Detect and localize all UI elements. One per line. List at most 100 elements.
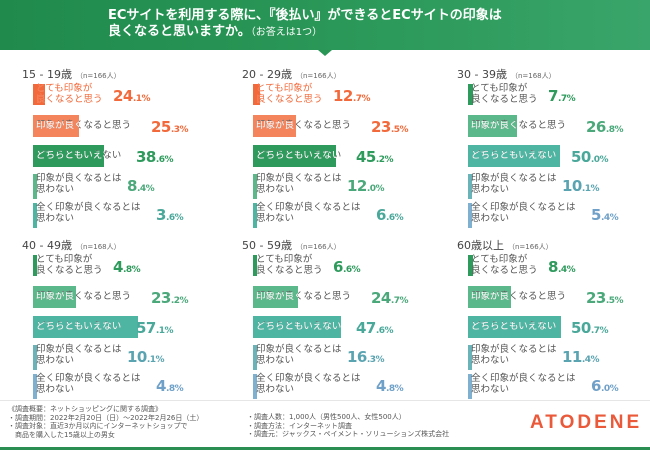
bar-row: 印象が良くなるとは 思わない 11.4% <box>468 344 650 370</box>
bar-label: 全く印象が良くなるとは 思わない <box>471 202 576 224</box>
bar-label-overlay: 印象が良くなると思う <box>256 292 298 302</box>
bar-label: 印象が良くなると思う <box>256 120 352 131</box>
bar-row: とても印象が 良くなると思う 24.1% <box>33 83 233 105</box>
sample-size: （n=168人） <box>510 72 556 80</box>
bar <box>468 286 511 308</box>
bar-label: 印象が良くなると思う <box>36 291 132 302</box>
title-banner: ECサイトを利用する際に、『後払い』ができるとECサイトの印象は 良くなると思い… <box>0 0 650 50</box>
chart-title: ECサイトを利用する際に、『後払い』ができるとECサイトの印象は 良くなると思い… <box>108 8 502 39</box>
percent-value: 4.8% <box>376 377 404 395</box>
footer-divider <box>0 400 650 401</box>
percent-value: 38.6% <box>136 148 174 166</box>
bar-label-overlay: 印象が良くなると思う <box>471 121 517 131</box>
bar-row: 全く印象が良くなるとは 思わない 6.6% <box>253 202 453 228</box>
panel-heading: 40 - 49歳 （n=168人） <box>22 237 121 253</box>
bar <box>468 203 472 228</box>
age-panel: 15 - 19歳 （n=166人） とても印象が 良くなると思う 24.1% 印象が良くな… <box>22 66 232 234</box>
survey-summary-left: 《調査概要：ネットショッピングに関する調査》 ・調査期間：2022年2月20日（… <box>8 405 204 439</box>
percent-value: 6.6% <box>333 258 361 276</box>
percent-value: 45.2% <box>356 148 394 166</box>
bar-label-overlay: どちらともいえない <box>36 322 122 332</box>
percent-value: 24.7% <box>371 289 409 307</box>
age-group: 15 - 19歳 <box>22 68 72 81</box>
bar-label: 印象が良くなると思う <box>471 291 567 302</box>
bar-label-overlay: どちらともいえない <box>471 151 557 161</box>
bar-label: 印象が良くなるとは 思わない <box>256 173 342 195</box>
bar-row: 印象が良くなるとは 思わない 8.4% <box>33 173 233 199</box>
age-panel: 50 - 59歳 （n=166人） とても印象が 良くなると思う 6.6% 印象が良くなる… <box>242 237 452 405</box>
bar-label: とても印象が 良くなると思う <box>256 254 323 276</box>
panel-heading: 50 - 59歳 （n=166人） <box>242 237 341 253</box>
bar <box>33 286 76 308</box>
bar <box>468 316 561 338</box>
bar <box>253 255 257 276</box>
percent-value: 6.6% <box>376 206 404 224</box>
percent-value: 4.8% <box>113 258 141 276</box>
sample-size: （n=168人） <box>75 243 121 251</box>
bar <box>468 145 560 167</box>
percent-value: 23.5% <box>586 289 624 307</box>
percent-value: 50.7% <box>571 319 609 337</box>
bar-label: 印象が良くなると思う <box>471 120 567 131</box>
bar-label: どちらともいえない <box>256 321 342 332</box>
percent-value: 50.0% <box>571 148 609 166</box>
bar-row: とても印象が 良くなると思う 8.4% <box>468 254 650 276</box>
bar <box>253 316 341 338</box>
percent-value: 11.4% <box>562 348 600 366</box>
age-panel: 40 - 49歳 （n=168人） とても印象が 良くなると思う 4.8% 印象が良くなる… <box>22 237 232 405</box>
bar-row: 全く印象が良くなるとは 思わない 5.4% <box>468 202 650 228</box>
bar-label: とても印象が 良くなると思う <box>471 83 538 105</box>
percent-value: 6.0% <box>591 377 619 395</box>
bar <box>468 255 473 276</box>
percent-value: 3.6% <box>156 206 184 224</box>
bar-label: 印象が良くなるとは 思わない <box>36 173 122 195</box>
panel-heading: 30 - 39歳 （n=168人） <box>457 66 556 82</box>
bar-label: 印象が良くなるとは 思わない <box>36 344 122 366</box>
bar-row: とても印象が 良くなると思う 4.8% <box>33 254 233 276</box>
bar <box>33 84 45 105</box>
bar-label-overlay: 印象が良くなると思う <box>471 292 511 302</box>
bar-label: 全く印象が良くなるとは 思わない <box>471 373 576 395</box>
bar-row: どちらともいえない 50.7% どちらともいえない <box>468 316 650 338</box>
percent-value: 57.1% <box>136 319 174 337</box>
percent-value: 7.7% <box>548 87 576 105</box>
bar-label: 全く印象が良くなるとは 思わない <box>36 373 141 395</box>
bar <box>253 145 336 167</box>
bar-label: 全く印象が良くなるとは 思わない <box>36 202 141 224</box>
sample-size: （n=166人） <box>295 72 341 80</box>
bar-label-overlay: 印象が良くなると思う <box>36 121 79 131</box>
age-group: 40 - 49歳 <box>22 239 72 252</box>
bar-label: どちらともいえない <box>36 321 122 332</box>
bar-label: どちらともいえない <box>36 150 122 161</box>
bar-row: どちらともいえない 47.6% どちらともいえない <box>253 316 453 338</box>
bar-label: どちらともいえない <box>471 321 557 332</box>
bar-row: 全く印象が良くなるとは 思わない 3.6% <box>33 202 233 228</box>
percent-value: 8.4% <box>548 258 576 276</box>
bar-label-overlay: どちらともいえない <box>256 151 336 161</box>
bar-row: どちらともいえない 57.1% どちらともいえない <box>33 316 233 338</box>
percent-value: 8.4% <box>127 177 155 195</box>
bar <box>253 203 257 228</box>
age-panel: 60歳以上 （n=166人） とても印象が 良くなると思う 8.4% 印象が良くなると思う… <box>457 237 650 405</box>
survey-summary-right: ・調査人数：1,000人（男性500人、女性500人） ・調査方法：インターネッ… <box>247 413 450 438</box>
bar-label-overlay: 印象が良くなると思う <box>36 292 76 302</box>
bar <box>33 174 37 199</box>
bar-row: 印象が良くなるとは 思わない 10.1% <box>33 344 233 370</box>
bar-row: 全く印象が良くなるとは 思わない 4.8% <box>253 373 453 399</box>
bar-label: とても印象が 良くなると思う <box>471 254 538 276</box>
bar-row: とても印象が 良くなると思う 12.7% <box>253 83 453 105</box>
bar-row: どちらともいえない 50.0% どちらともいえない <box>468 145 650 167</box>
percent-value: 16.3% <box>347 348 385 366</box>
age-panel: 20 - 29歳 （n=166人） とても印象が 良くなると思う 12.7% 印象が良くな… <box>242 66 452 234</box>
bar-row: 全く印象が良くなるとは 思わない 4.8% <box>33 373 233 399</box>
age-group: 30 - 39歳 <box>457 68 507 81</box>
bar-label: とても印象が 良くなると思う <box>256 83 323 105</box>
bar-label: 印象が良くなると思う <box>256 291 352 302</box>
percent-value: 23.5% <box>371 118 409 136</box>
bar <box>33 374 37 399</box>
bar-label: 印象が良くなるとは 思わない <box>471 344 557 366</box>
percent-value: 26.8% <box>586 118 624 136</box>
